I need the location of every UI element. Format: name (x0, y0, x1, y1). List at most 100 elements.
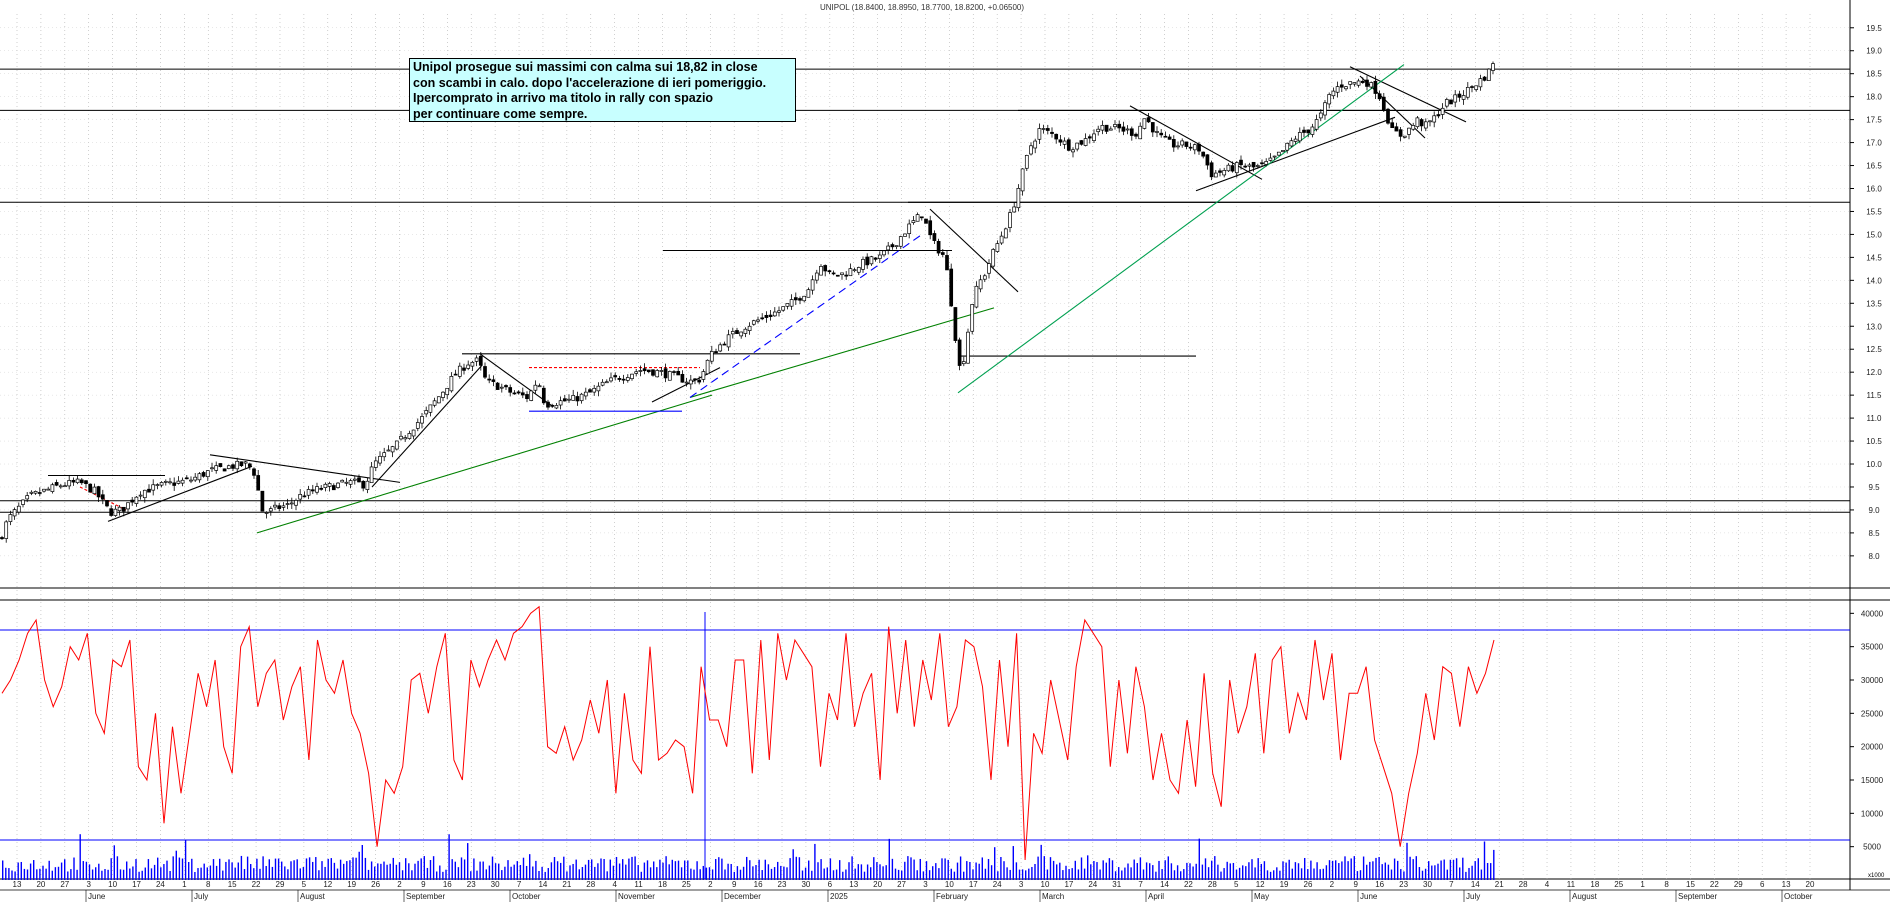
x-tick-label: 13 (1782, 880, 1791, 889)
volume-bar (1288, 859, 1290, 880)
candle-body (726, 334, 731, 348)
candle-body (462, 367, 466, 371)
volume-bar (1322, 868, 1324, 880)
candle-body (1302, 129, 1306, 133)
trend-line (1195, 116, 1396, 192)
volume-bar (219, 858, 221, 880)
volume-bar (1012, 846, 1014, 880)
candle-body (1171, 138, 1176, 148)
candle-body (663, 368, 668, 379)
volume-bar (1344, 856, 1346, 880)
candle-body (932, 233, 937, 241)
trend-line (479, 353, 554, 408)
candle-body (411, 429, 416, 437)
volume-bar (609, 859, 611, 880)
volume-bar (994, 847, 996, 880)
volume-bar (966, 861, 968, 880)
candle-body (117, 506, 122, 512)
candle-body (1079, 140, 1084, 145)
volume-bar (206, 867, 208, 880)
candle-body (1121, 126, 1126, 132)
candle-body (1461, 95, 1466, 100)
volume-bar (975, 862, 977, 880)
volume-bar (271, 866, 274, 880)
candle-body (1192, 144, 1197, 151)
volume-bar (1071, 868, 1073, 880)
volume-bar (783, 866, 785, 880)
candle-body (126, 502, 130, 510)
volume-bar (938, 868, 940, 880)
candle-body (1087, 136, 1092, 139)
x-tick-label: 30 (801, 880, 810, 889)
candle-body (344, 481, 349, 484)
candle-body (546, 401, 550, 408)
volume-bar (770, 868, 773, 880)
volume-bar (5, 867, 7, 880)
volume-bar (262, 856, 264, 880)
volume-bar (913, 859, 915, 880)
volume-bar (95, 867, 97, 880)
x-tick-label: 10 (1041, 880, 1050, 889)
x-tick-label: 13 (849, 880, 858, 889)
candle-body (936, 241, 941, 254)
volume-bar (1173, 870, 1176, 880)
volume-bar (451, 859, 453, 880)
candle-body (940, 252, 945, 255)
x-tick-label: 17 (132, 880, 141, 889)
volume-bar (57, 866, 60, 880)
candle-body (722, 343, 727, 346)
volume-bar (135, 859, 137, 880)
candle-body (676, 370, 681, 376)
volume-bar (761, 870, 763, 880)
volume-bar (904, 861, 906, 880)
volume-bar (1000, 857, 1002, 880)
candle-body (84, 480, 88, 484)
candle-body (966, 331, 970, 364)
volume-bar (67, 871, 69, 880)
volume-bar (79, 834, 81, 880)
candle-body (949, 268, 954, 307)
candle-body (1159, 132, 1164, 136)
candle-body (903, 233, 907, 237)
candle-body (625, 377, 630, 381)
volume-bar (997, 871, 999, 880)
volume-bar (355, 857, 357, 880)
price-tick-label: 19.5 (1866, 24, 1882, 33)
volume-bar (932, 866, 934, 880)
volume-bar (643, 862, 646, 880)
volume-bar (693, 869, 695, 880)
volume-bar (1056, 864, 1058, 880)
volume-bars (2, 834, 1495, 880)
x-tick-label: 20 (36, 880, 45, 889)
volume-bar (1341, 861, 1343, 880)
candle-body (781, 306, 786, 311)
candle-body (655, 370, 660, 378)
candle-body (1188, 146, 1193, 149)
osc-tick-label: 35000 (1861, 643, 1884, 652)
volume-bar (870, 867, 872, 880)
volume-bar (1031, 866, 1033, 880)
volume-bar (1477, 858, 1479, 880)
horizontal-lines (0, 68, 1850, 879)
x-tick-label: 24 (156, 880, 165, 889)
month-label: August (1572, 892, 1598, 901)
candle-body (1251, 161, 1256, 168)
candle-body (1239, 159, 1243, 166)
candle-body (1213, 172, 1218, 178)
candle-body (1339, 84, 1344, 88)
candle-body (588, 389, 592, 393)
volume-bar (1192, 866, 1194, 880)
volume-bar (1319, 869, 1321, 880)
volume-bar (36, 869, 38, 880)
volume-bar (566, 871, 568, 880)
volume-bar (1136, 863, 1138, 880)
volume-bar (963, 871, 965, 880)
candle-body (33, 491, 38, 494)
candle-body (1331, 90, 1336, 97)
candle-body (600, 381, 605, 386)
candle-body (109, 508, 114, 516)
candle-body (844, 274, 849, 277)
volume-bar (1155, 871, 1157, 880)
candle-body (537, 385, 542, 388)
volume-bar (618, 863, 621, 880)
